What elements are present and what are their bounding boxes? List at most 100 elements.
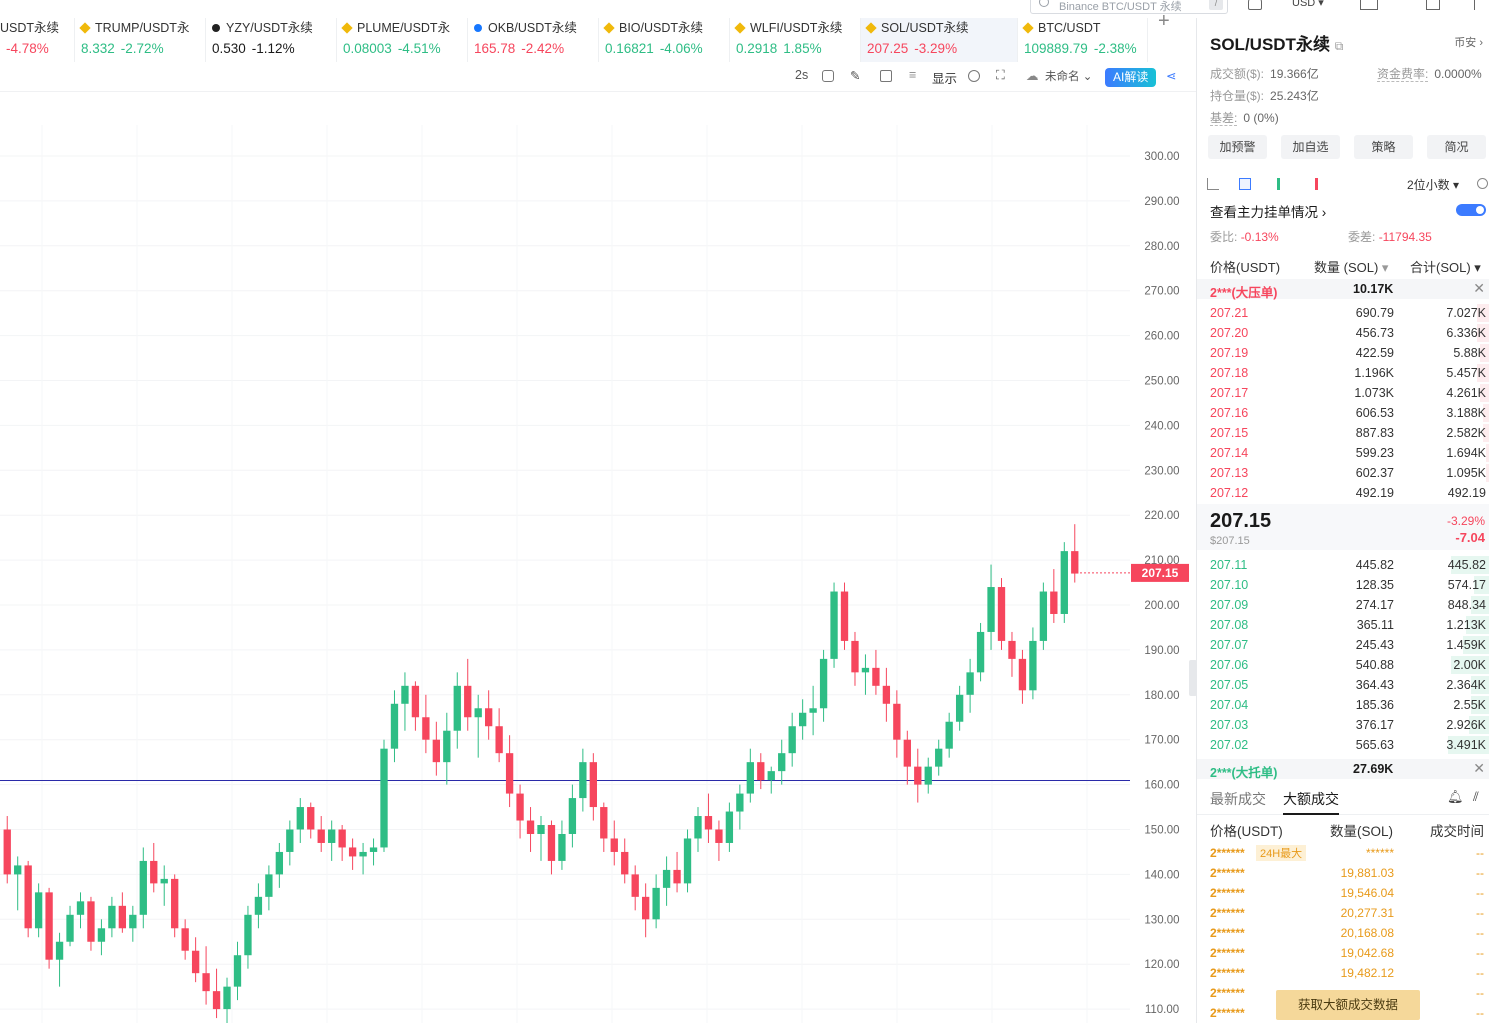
ask-row[interactable]: 207.19 422.59 5.88K — [1197, 343, 1489, 363]
bell-icon[interactable] — [1248, 0, 1262, 10]
ask-row[interactable]: 207.20 456.73 6.336K — [1197, 323, 1489, 343]
order-qty: 274.17 — [1355, 598, 1394, 612]
col-qty-header[interactable]: 数量 (SOL) ▾ — [1314, 260, 1389, 275]
order-price: 207.05 — [1210, 678, 1249, 692]
diff-value: -11794.35 — [1378, 230, 1432, 244]
order-qty: 492.19 — [1355, 486, 1394, 500]
bids-only-icon[interactable] — [1277, 178, 1289, 190]
candle — [265, 874, 273, 897]
share-icon[interactable]: ⋖ — [1166, 69, 1177, 83]
camera-icon[interactable] — [822, 70, 834, 82]
ask-row[interactable]: 207.17 1.073K 4.261K — [1197, 383, 1489, 403]
fullscreen-icon[interactable]: ⛶ — [996, 68, 1005, 82]
candle — [443, 730, 451, 763]
close-icon[interactable]: ✕ — [1473, 760, 1485, 776]
order-qty: 599.23 — [1355, 446, 1394, 460]
trade-row: 2****** 19,881.03 -- — [1197, 863, 1489, 883]
bid-row[interactable]: 207.06 540.88 2.00K — [1197, 655, 1489, 675]
candle — [3, 829, 11, 875]
decimals-label: 2位小数 — [1407, 178, 1450, 192]
display-button[interactable]: 显示 — [932, 72, 958, 86]
ask-row[interactable]: 207.13 602.37 1.095K — [1197, 463, 1489, 483]
trades-tabs: 最新成交 大额成交 🔔︎ ⫽ — [1197, 781, 1489, 815]
asks-only-icon[interactable] — [1315, 178, 1327, 190]
add-tab-icon[interactable]: + — [1158, 10, 1170, 32]
order-price: 207.18 — [1210, 366, 1249, 380]
bid-row[interactable]: 207.07 245.43 1.459K — [1197, 635, 1489, 655]
add-alert-button[interactable]: 加预警 — [1208, 135, 1267, 159]
ask-row[interactable]: 207.14 599.23 1.694K — [1197, 443, 1489, 463]
ticker-name: SOL/USDT永续 — [865, 18, 1017, 38]
ticker-change: -2.38% — [1093, 41, 1137, 56]
ticker-tab[interactable]: USDT永续 -4.78% — [0, 18, 75, 62]
panel-collapse-handle[interactable] — [1189, 660, 1197, 696]
main-orders-toggle[interactable] — [1456, 204, 1486, 216]
ask-row[interactable]: 207.18 1.196K 5.457K — [1197, 363, 1489, 383]
bid-row[interactable]: 207.11 445.82 445.82 — [1197, 555, 1489, 575]
chart-icon[interactable]: ⫽ — [1473, 789, 1479, 804]
ask-row[interactable]: 207.12 492.19 492.19 — [1197, 483, 1489, 503]
copy-icon[interactable]: ⧉ — [1334, 39, 1344, 53]
tab-large-trades[interactable]: 大额成交 — [1283, 789, 1339, 815]
overview-button[interactable]: 简况 — [1427, 135, 1486, 159]
bid-row[interactable]: 207.05 364.43 2.364K — [1197, 675, 1489, 695]
close-icon[interactable]: ✕ — [1473, 280, 1485, 296]
ai-analysis-button[interactable]: AI解读 — [1105, 68, 1157, 87]
search-input[interactable]: Binance BTC/USDT 永续 / — [1030, 0, 1228, 14]
ticker-tab[interactable]: BTC/USDT 109889.79 -2.38% — [1018, 18, 1148, 62]
ticker-tab[interactable]: WLFI/USDT永续 0.2918 1.85% — [730, 18, 861, 62]
candlestick-chart[interactable]: 300.00 290.00 280.00 270.00 260.00 250.00 240.… — [0, 125, 1196, 1023]
currency-select[interactable]: USD ▾ — [1292, 0, 1324, 9]
bid-row[interactable]: 207.02 565.63 3.491K — [1197, 735, 1489, 755]
candle — [1018, 658, 1027, 691]
decimals-select[interactable]: 2位小数 ▾ — [1407, 178, 1460, 192]
ticker-tab[interactable]: BIO/USDT永续 0.16821 -4.06% — [599, 18, 730, 62]
strategy-button[interactable]: 策略 — [1354, 135, 1413, 159]
list-icon[interactable]: ≡ — [909, 68, 917, 82]
chart-canvas[interactable]: 300.00 290.00 280.00 270.00 260.00 250.00 240.… — [0, 125, 1196, 1023]
menu-icon[interactable] — [1474, 0, 1486, 10]
bnb-coin-icon — [734, 22, 746, 34]
layout-name-select[interactable]: 未命名 ⌄ — [1045, 71, 1093, 83]
candle — [1039, 591, 1048, 641]
get-large-trades-button[interactable]: 获取大额成交数据 — [1276, 990, 1420, 1020]
ticker-tab[interactable]: YZY/USDT永续 0.530 -1.12% — [206, 18, 337, 62]
basis-value: 0 (0%) — [1243, 111, 1279, 125]
ticker-tab[interactable]: TRUMP/USDT永 8.332 -2.72% — [75, 18, 206, 62]
candle — [317, 829, 325, 843]
crop-icon[interactable] — [880, 70, 892, 82]
ticker-tab[interactable]: SOL/USDT永续 207.25 -3.29% — [861, 18, 1018, 62]
bid-row[interactable]: 207.03 376.17 2.926K — [1197, 715, 1489, 735]
exchange-select[interactable]: 币安 › — [1454, 37, 1483, 49]
trade-price: 2****** — [1210, 966, 1245, 980]
alert-icon[interactable]: 🔔︎ — [1447, 789, 1464, 804]
bid-row[interactable]: 207.08 365.11 1.213K — [1197, 615, 1489, 635]
bid-row[interactable]: 207.09 274.17 848.34 — [1197, 595, 1489, 615]
ask-row[interactable]: 207.21 690.79 7.027K — [1197, 303, 1489, 323]
candle — [987, 587, 995, 632]
main-orders-link[interactable]: 查看主力挂单情况 › — [1210, 205, 1327, 220]
crop-view-icon[interactable] — [1207, 178, 1219, 190]
bid-row[interactable]: 207.04 185.36 2.55K — [1197, 695, 1489, 715]
add-watchlist-button[interactable]: 加自选 — [1281, 135, 1340, 159]
settings-icon[interactable] — [1477, 178, 1488, 189]
order-total: 5.88K — [1453, 346, 1486, 360]
col-total-header[interactable]: 合计(SOL) ▾ — [1410, 260, 1481, 275]
ticker-tab[interactable]: PLUME/USDT永 0.08003 -4.51% — [337, 18, 468, 62]
ticker-tab[interactable]: OKB/USDT永续 165.78 -2.42% — [468, 18, 599, 62]
ask-row[interactable]: 207.16 606.53 3.188K — [1197, 403, 1489, 423]
bid-row[interactable]: 207.10 128.35 574.17 — [1197, 575, 1489, 595]
window-icon[interactable] — [1426, 0, 1440, 10]
download-icon[interactable] — [1360, 0, 1378, 10]
order-price: 207.21 — [1210, 306, 1249, 320]
interval-button[interactable]: 2s — [795, 68, 809, 82]
settings-icon[interactable] — [968, 70, 980, 82]
ask-row[interactable]: 207.15 887.83 2.582K — [1197, 423, 1489, 443]
y-tick-label: 290.00 — [1144, 196, 1179, 208]
col-qty-label: 数量 (SOL) — [1314, 260, 1379, 275]
pencil-icon[interactable]: ✎ — [850, 69, 861, 83]
tab-latest-trades[interactable]: 最新成交 — [1210, 791, 1266, 807]
trade-time: -- — [1476, 866, 1484, 880]
both-sides-icon[interactable] — [1239, 178, 1251, 190]
candle — [202, 973, 210, 992]
